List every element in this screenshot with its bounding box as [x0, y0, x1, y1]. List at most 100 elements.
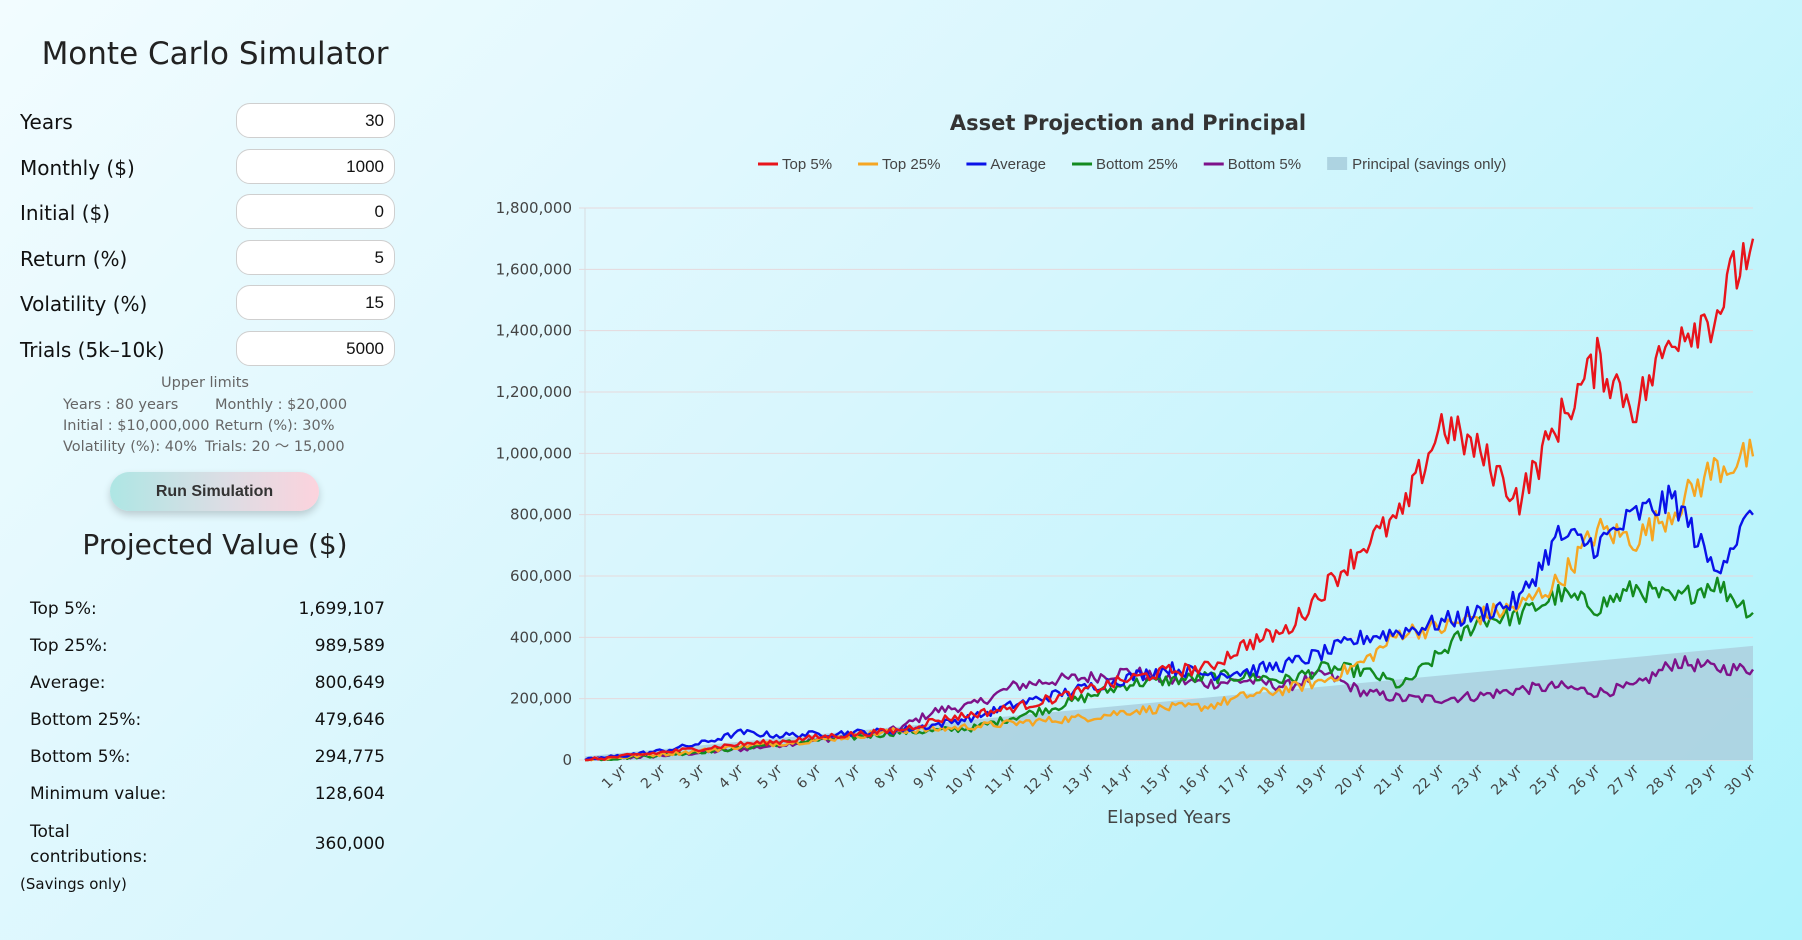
- volatility-label: Volatility (%): [20, 292, 148, 316]
- x-tick-label: 6 yr: [794, 761, 825, 792]
- x-tick-label: 15 yr: [1138, 761, 1175, 798]
- x-tick-label: 12 yr: [1021, 761, 1058, 798]
- x-tick-label: 1 yr: [599, 761, 630, 792]
- x-tick-label: 14 yr: [1099, 761, 1136, 798]
- form-row-monthly: Monthly ($): [20, 149, 395, 185]
- y-tick-label: 1,800,000: [496, 199, 572, 217]
- y-tick-label: 200,000: [510, 690, 572, 708]
- chart-legend: Top 5% Top 25% Average Bottom 25% Bottom 5% P…: [758, 156, 1506, 173]
- chart-title: Asset Projection and Principal: [950, 111, 1306, 135]
- x-axis-ticks: 1 yr 2 yr 3 yr 4 yr 5 yr 6 yr 7 yr 8 yr 9 yr 10 y…: [599, 761, 1759, 798]
- x-tick-label: 8 yr: [872, 761, 903, 792]
- y-tick-label: 600,000: [510, 567, 572, 585]
- chart-container: Asset Projection and Principal Top 5% Top…: [440, 90, 1802, 940]
- limit-trials: Trials: 20 〜 15,000: [205, 439, 345, 455]
- x-tick-label: 9 yr: [911, 761, 942, 792]
- years-label: Years: [20, 110, 73, 134]
- limit-return: Return (%): 30%: [215, 418, 335, 434]
- run-simulation-button[interactable]: Run Simulation: [110, 472, 319, 511]
- result-value: 479,646: [314, 710, 385, 730]
- series-line-top-5-: [585, 238, 1755, 762]
- x-tick-label: 29 yr: [1683, 761, 1720, 798]
- y-tick-label: 1,000,000: [496, 444, 572, 462]
- limit-initial: Initial : $10,000,000: [63, 418, 210, 434]
- y-tick-label: 800,000: [510, 506, 572, 524]
- monthly-input[interactable]: [236, 149, 395, 184]
- results-title: Projected Value ($): [82, 528, 348, 561]
- result-value: 989,589: [314, 636, 385, 656]
- x-tick-label: 10 yr: [943, 761, 980, 798]
- initial-label: Initial ($): [20, 201, 111, 225]
- x-tick-label: 4 yr: [716, 761, 747, 792]
- series-lines-layer: [584, 238, 1755, 762]
- y-tick-label: 0: [562, 751, 572, 769]
- limit-years: Years : 80 years: [63, 397, 179, 413]
- x-tick-label: 19 yr: [1294, 761, 1331, 798]
- result-label: Bottom 25%:: [30, 710, 142, 730]
- asset-projection-chart: Asset Projection and Principal Top 5% Top…: [496, 111, 1759, 828]
- control-panel: Monte Carlo Simulator Years Monthly ($) …: [0, 0, 430, 940]
- series-line-top-25-: [584, 438, 1755, 762]
- volatility-input[interactable]: [236, 285, 395, 320]
- x-tick-label: 3 yr: [677, 761, 708, 792]
- x-tick-label: 7 yr: [833, 761, 864, 792]
- x-tick-label: 2 yr: [638, 761, 669, 792]
- y-tick-label: 1,200,000: [496, 383, 572, 401]
- result-value: 128,604: [314, 784, 385, 804]
- app-title: Monte Carlo Simulator: [41, 36, 389, 72]
- x-tick-label: 18 yr: [1255, 761, 1292, 798]
- x-tick-label: 24 yr: [1488, 761, 1525, 798]
- legend-label: Principal (savings only): [1352, 156, 1506, 173]
- initial-input[interactable]: [236, 194, 395, 229]
- result-label-line2: contributions:: [30, 847, 148, 867]
- y-tick-label: 1,400,000: [496, 322, 572, 340]
- y-tick-label: 400,000: [510, 628, 572, 646]
- x-tick-label: 17 yr: [1216, 761, 1253, 798]
- savings-note: (Savings only): [20, 875, 127, 893]
- x-tick-label: 30 yr: [1722, 761, 1759, 798]
- upper-limits-heading: Upper limits: [161, 375, 249, 391]
- x-tick-label: 20 yr: [1333, 761, 1370, 798]
- years-input[interactable]: [236, 103, 395, 138]
- result-value: 360,000: [314, 834, 385, 854]
- result-value: 294,775: [314, 747, 385, 767]
- result-label: Bottom 5%:: [30, 747, 131, 767]
- result-label: Total contributions:: [30, 820, 148, 870]
- x-tick-label: 27 yr: [1605, 761, 1642, 798]
- legend-label: Bottom 25%: [1096, 156, 1178, 173]
- result-label-line1: Total: [30, 822, 70, 842]
- upper-limits: Upper limits Years : 80 years Monthly : …: [0, 375, 430, 455]
- result-label: Minimum value:: [30, 784, 167, 804]
- legend-item[interactable]: Top 25%: [858, 156, 940, 173]
- result-label: Top 25%:: [30, 636, 108, 656]
- legend-swatch-area: [1327, 157, 1348, 170]
- legend-label: Average: [990, 156, 1046, 173]
- y-tick-label: 1,600,000: [496, 260, 572, 278]
- chart-grid: [579, 207, 1753, 761]
- limit-volatility: Volatility (%): 40%: [63, 439, 198, 455]
- x-axis-title: Elapsed Years: [1107, 807, 1231, 828]
- legend-item[interactable]: Bottom 5%: [1203, 156, 1301, 173]
- x-tick-label: 23 yr: [1449, 761, 1486, 798]
- x-tick-label: 5 yr: [755, 761, 786, 792]
- legend-item[interactable]: Principal (savings only): [1327, 156, 1506, 173]
- legend-item[interactable]: Average: [966, 156, 1046, 173]
- x-tick-label: 13 yr: [1060, 761, 1097, 798]
- result-row-total-contributions: Total contributions: 360,000: [30, 820, 385, 872]
- y-axis-ticks: 0 200,000 400,000 600,000 800,000 1,000,000 1,…: [496, 199, 572, 769]
- legend-item[interactable]: Bottom 25%: [1072, 156, 1178, 173]
- form-row-volatility: Volatility (%): [20, 285, 395, 321]
- x-tick-label: 25 yr: [1527, 761, 1564, 798]
- return-input[interactable]: [236, 240, 395, 275]
- form-row-trials: Trials (5k–10k): [20, 331, 395, 367]
- x-tick-label: 28 yr: [1644, 761, 1681, 798]
- result-label: Average:: [30, 673, 106, 693]
- x-tick-label: 26 yr: [1566, 761, 1603, 798]
- result-value: 800,649: [314, 673, 385, 693]
- return-label: Return (%): [20, 247, 128, 271]
- legend-item[interactable]: Top 5%: [758, 156, 832, 173]
- form-row-return: Return (%): [20, 240, 395, 276]
- x-tick-label: 11 yr: [982, 761, 1019, 798]
- trials-label: Trials (5k–10k): [20, 338, 165, 362]
- trials-input[interactable]: [236, 331, 395, 366]
